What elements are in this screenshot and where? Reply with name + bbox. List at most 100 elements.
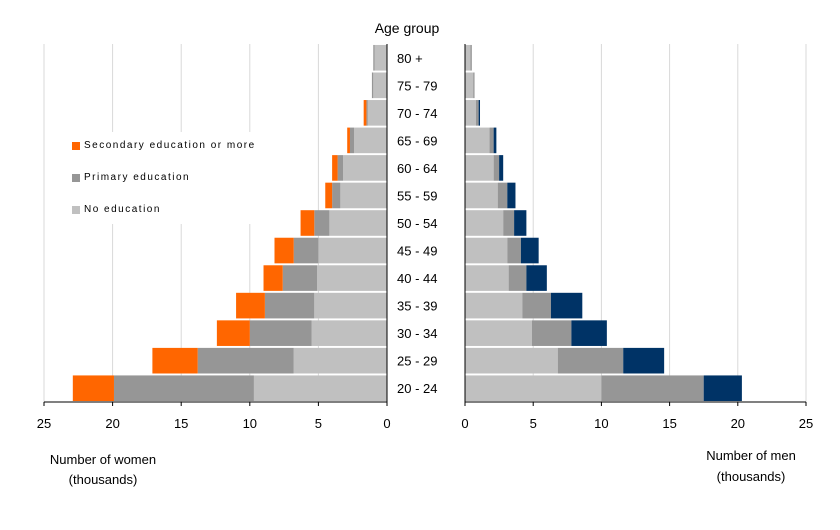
men-bar-45-49-series-1: [507, 237, 521, 264]
men-bar-20-24-series-0: [465, 375, 602, 402]
women-bar-30-34-series-2: [216, 320, 250, 346]
women-bar-65-69-series-0: [354, 127, 387, 154]
age-group-label: 35 - 39: [397, 299, 437, 314]
legend-label-none: No education: [84, 204, 161, 215]
women-tick-label: 25: [37, 416, 51, 431]
women-bar-65-69-series-2: [347, 127, 350, 154]
men-bar-65-69-series-0: [465, 127, 490, 154]
men-bar-50-54-series-2: [514, 210, 527, 236]
men-bar-60-64-series-2: [499, 155, 504, 181]
men-bar-70-74-series-1: [475, 100, 479, 126]
age-group-label: 20 - 24: [397, 381, 437, 396]
men-bar-55-59-series-0: [465, 182, 498, 209]
men-bar-35-39-series-0: [465, 292, 523, 319]
age-group-label: 55 - 59: [397, 188, 437, 203]
chart-title: Age group: [375, 20, 440, 36]
men-bar-30-34-series-2: [571, 320, 607, 346]
men-bar-35-39-series-2: [550, 292, 583, 319]
women-bar-40-44-series-1: [282, 265, 318, 291]
women-bar-80--series-1: [373, 44, 375, 71]
axis-layer: [43, 44, 807, 406]
men-bar-35-39-series-1: [522, 292, 551, 319]
women-bar-45-49-series-2: [274, 237, 294, 264]
men-bar-65-69-series-1: [489, 127, 494, 154]
men-bar-75-79-series-1: [473, 72, 475, 99]
men-bar-25-29-series-1: [557, 347, 624, 374]
women-bar-55-59-series-0: [340, 182, 387, 209]
label-layer: 25 20 15 10 5 0 0 5 10 15 20 25 20 - 24 25 - 29 30 - 3…: [37, 51, 813, 431]
men-tick-label: 25: [799, 416, 813, 431]
age-group-label: 80 +: [397, 51, 423, 66]
age-group-label: 60 - 64: [397, 161, 437, 176]
women-bar-25-29-series-0: [293, 347, 387, 374]
women-tick-label: 15: [174, 416, 188, 431]
men-bar-55-59-series-1: [497, 182, 508, 209]
men-tick-label: 10: [594, 416, 608, 431]
men-bar-40-44-series-2: [526, 265, 547, 291]
age-group-label: 50 - 54: [397, 216, 437, 231]
men-bar-25-29-series-2: [623, 347, 665, 374]
legend-label-primary: Primary education: [84, 172, 190, 183]
age-group-label: 75 - 79: [397, 78, 437, 93]
women-bar-25-29-series-1: [197, 347, 294, 374]
men-bar-60-64-series-1: [493, 155, 500, 181]
men-bar-75-79-series-0: [465, 72, 474, 99]
legend: Secondary education or more Primary educ…: [72, 140, 256, 215]
men-bar-50-54-series-0: [465, 210, 504, 236]
women-bar-60-64-series-1: [337, 155, 344, 181]
women-tick-label: 0: [383, 416, 390, 431]
women-bar-75-79-series-1: [371, 72, 374, 99]
women-bar-55-59-series-2: [325, 182, 333, 209]
bar-layer: [72, 44, 742, 402]
men-bar-30-34-series-1: [531, 320, 572, 346]
women-tick-label: 10: [243, 416, 257, 431]
women-bar-70-74-series-0: [367, 100, 387, 126]
women-bar-70-74-series-2: [363, 100, 367, 126]
legend-background: [60, 132, 260, 224]
women-bar-20-24-series-1: [113, 375, 254, 402]
women-bar-60-64-series-0: [343, 155, 387, 181]
age-group-label: 70 - 74: [397, 106, 437, 121]
women-tick-label: 5: [315, 416, 322, 431]
legend-swatch-secondary: [72, 142, 80, 150]
men-axis-label-line2: (thousands): [717, 469, 786, 484]
women-bar-30-34-series-1: [249, 320, 312, 346]
women-axis-label-line2: (thousands): [69, 472, 138, 487]
women-bar-40-44-series-0: [317, 265, 387, 291]
age-group-label: 65 - 69: [397, 133, 437, 148]
legend-swatch-none: [72, 206, 80, 214]
women-bar-30-34-series-0: [311, 320, 387, 346]
men-bar-45-49-series-0: [465, 237, 508, 264]
men-bar-55-59-series-2: [507, 182, 516, 209]
women-bar-40-44-series-2: [263, 265, 283, 291]
men-bar-45-49-series-2: [520, 237, 539, 264]
legend-swatch-primary: [72, 174, 80, 182]
women-bar-70-74-series-1: [366, 100, 368, 126]
women-bar-80--series-0: [374, 44, 387, 71]
men-bar-80--series-0: [465, 44, 471, 71]
women-bar-50-54-series-1: [314, 210, 330, 236]
legend-label-secondary: Secondary education or more: [84, 140, 256, 151]
men-tick-label: 20: [731, 416, 745, 431]
men-bar-40-44-series-0: [465, 265, 509, 291]
men-axis-label-line1: Number of men: [706, 448, 796, 463]
women-bar-35-39-series-2: [236, 292, 265, 319]
men-bar-40-44-series-1: [508, 265, 527, 291]
men-bar-70-74-series-0: [465, 100, 476, 126]
women-bar-45-49-series-0: [318, 237, 387, 264]
women-bar-20-24-series-0: [253, 375, 387, 402]
women-bar-75-79-series-0: [373, 72, 387, 99]
men-bar-25-29-series-0: [465, 347, 558, 374]
age-group-label: 25 - 29: [397, 354, 437, 369]
women-bar-50-54-series-2: [300, 210, 315, 236]
men-bar-20-24-series-2: [703, 375, 742, 402]
women-bar-50-54-series-0: [329, 210, 387, 236]
women-bar-20-24-series-2: [72, 375, 114, 402]
age-group-label: 40 - 44: [397, 271, 437, 286]
men-bar-70-74-series-2: [478, 100, 481, 126]
women-axis-label-line1: Number of women: [50, 452, 156, 467]
women-bar-35-39-series-1: [264, 292, 315, 319]
women-bar-60-64-series-2: [332, 155, 338, 181]
